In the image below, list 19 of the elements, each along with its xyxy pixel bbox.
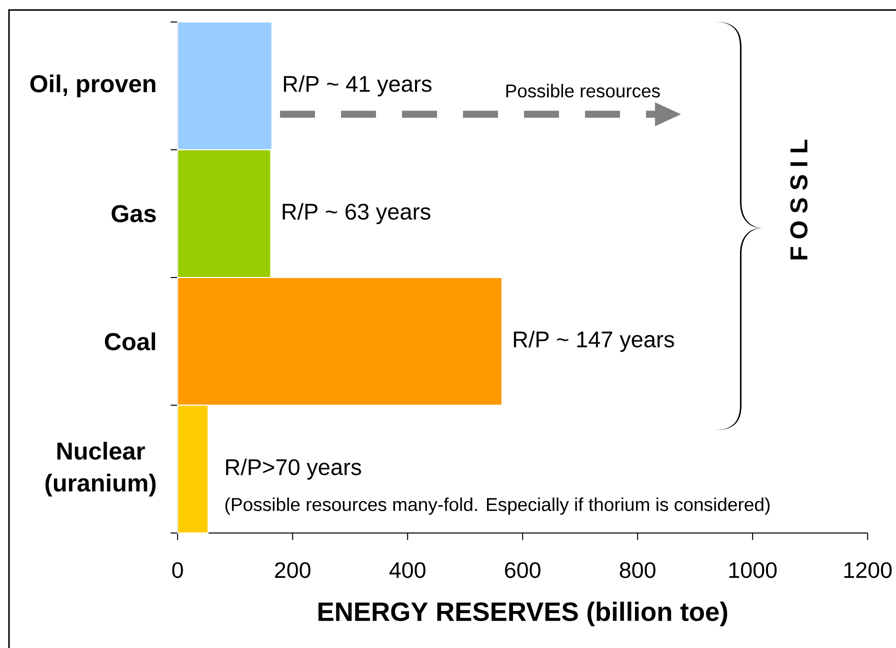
annotation: F O S S I L xyxy=(790,140,808,260)
x-tick-label: 1000 xyxy=(729,562,777,578)
x-axis-title: ENERGY RESERVES (billion toe) xyxy=(318,602,728,626)
x-tick-label: 1200 xyxy=(844,562,892,578)
x-tick-label: 600 xyxy=(505,562,540,578)
y-tick-label: Nuclear (uranium) xyxy=(45,442,156,496)
annotation: R/P ~ 147 years xyxy=(514,330,674,352)
x-tick-label: 0 xyxy=(172,562,183,578)
annotation: (Possible resources many-fold. Especially if thorium is considered) xyxy=(225,497,770,515)
y-tick-label: Oil, proven xyxy=(30,74,156,98)
x-tick-label: 400 xyxy=(389,562,426,578)
x-tick-label: 200 xyxy=(275,562,310,578)
y-tick-label: Coal xyxy=(104,332,156,350)
annotation: R/P ~ 41 years xyxy=(284,75,432,96)
x-tick-label: 800 xyxy=(620,562,656,578)
annotation: Possible resources xyxy=(506,84,660,98)
annotation: R/P ~ 63 years xyxy=(282,203,430,224)
y-tick-label: Gas xyxy=(112,204,156,222)
annotation: R/P>70 years xyxy=(226,458,362,480)
